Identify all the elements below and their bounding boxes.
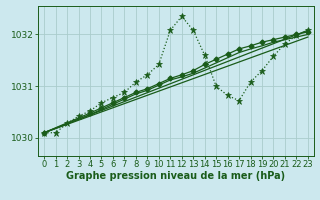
X-axis label: Graphe pression niveau de la mer (hPa): Graphe pression niveau de la mer (hPa) — [67, 171, 285, 181]
